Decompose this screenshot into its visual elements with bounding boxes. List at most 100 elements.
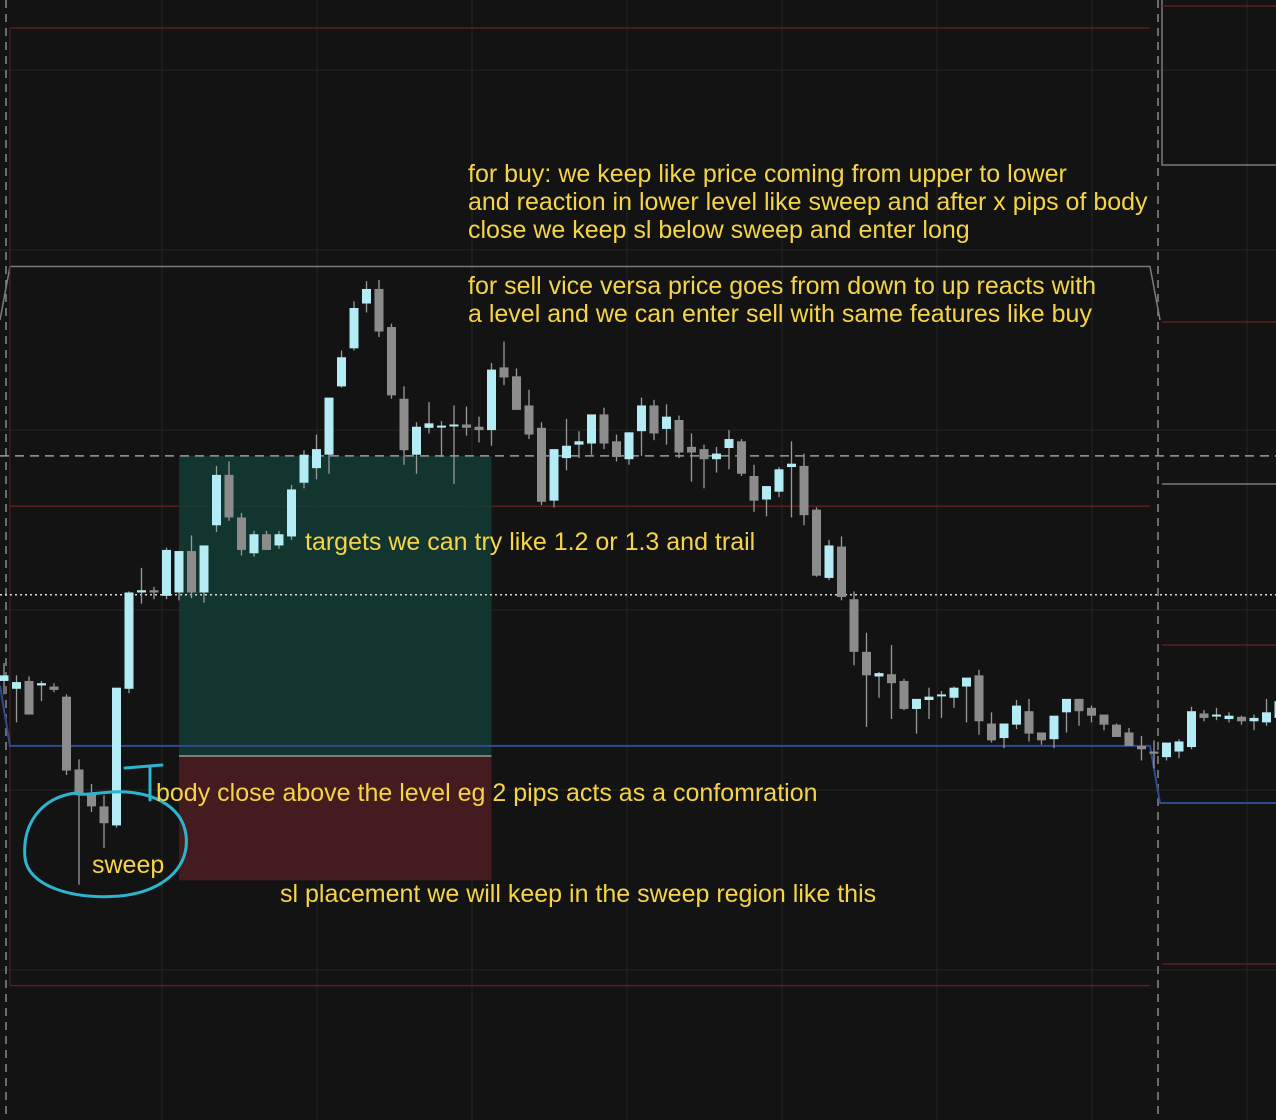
bearish-candle-body [474,426,484,431]
bearish-candle-body [687,446,696,453]
candle [512,368,521,410]
candle [962,677,971,723]
candle [1262,698,1271,726]
bullish-candle-body [1187,711,1196,748]
candle [574,431,584,459]
stop-loss-zone [179,756,492,881]
bullish-candle-body [562,445,571,459]
bullish-candle-body [912,698,921,709]
candle [274,530,284,549]
candle [62,694,71,776]
bearish-candle-body [862,651,871,676]
bullish-candle-body [299,454,309,483]
candle [1012,700,1021,730]
candle [862,632,871,727]
bullish-candle-body [449,424,459,427]
bearish-candle-body [499,367,509,378]
bullish-candle-body [1262,712,1271,723]
candle [0,663,9,695]
candle [1087,705,1096,723]
candle [887,645,896,720]
bullish-candle-body [37,683,46,686]
candle [1224,712,1234,723]
candle [37,680,46,702]
candle [12,675,21,723]
candle [899,678,909,711]
candle [549,449,559,508]
bearish-candle-body [524,405,534,435]
candle [462,406,471,436]
candle [774,467,784,498]
candle [124,591,134,694]
bullish-candle-body [1062,698,1071,713]
bearish-candle-body [1124,732,1134,746]
bearish-candle-body [674,420,684,453]
bullish-candle-body [112,687,121,826]
candle [987,712,996,743]
bearish-candle-body [837,546,846,597]
bullish-candle-body [574,441,584,445]
candle [437,421,446,457]
candles [0,280,1276,885]
bullish-candle-body [1012,705,1021,725]
sl-placement-note: sl placement we will keep in the sweep r… [280,880,877,908]
candle [1024,698,1034,742]
position-tool[interactable] [179,455,492,881]
bullish-candle-body [424,423,434,428]
bearish-candle-body [1087,707,1096,716]
sweep-circle-marker [23,790,188,899]
bearish-candle-body [224,474,234,518]
candle [599,407,609,450]
candle [749,464,759,512]
bullish-candle-body [962,677,971,687]
bearish-candle-body [537,427,546,502]
candle [849,591,859,666]
candle [524,389,534,440]
candle [1187,706,1196,750]
candle [74,759,84,885]
candle [1237,715,1246,725]
bullish-candle-body [412,426,421,455]
sweep-level-line [0,685,1276,805]
bearish-candle-body [1037,732,1046,741]
bullish-candle-body [1249,717,1259,722]
bearish-candle-body [1112,724,1121,737]
candle [587,414,596,455]
bearish-candle-body [737,441,746,474]
candle [1037,732,1046,745]
bullish-candle-body [162,549,171,596]
candle [762,486,771,517]
bullish-candle-body [174,551,184,593]
bullish-candle-body [137,590,146,593]
candle [812,507,821,577]
candle [674,415,684,459]
bullish-candle-body [212,474,221,526]
bearish-candle-body [612,441,621,457]
candle [24,676,34,715]
bearish-candle-body [987,723,996,741]
candle [112,687,121,828]
candle [687,433,696,482]
bearish-candle-body [649,405,659,434]
bearish-candle-body [237,517,246,550]
candle [912,698,921,734]
candle [312,434,321,480]
bullish-candle-body [487,369,496,431]
candle [49,683,59,693]
bullish-candle-body [437,425,446,428]
candle [1049,715,1059,749]
candle [324,397,334,474]
candle [162,547,171,600]
candle [137,567,146,604]
candle [787,441,796,518]
candle [1099,714,1109,731]
horizontal-levels[interactable] [0,455,1276,805]
candle [424,402,434,434]
candle [949,686,959,708]
bearish-candle-body [512,376,521,410]
sell-rule-note: for sell vice versa price goes from down… [468,272,1097,328]
bullish-candle-body [874,673,884,677]
candle [224,461,234,521]
targets-note: targets we can try like 1.2 or 1.3 and t… [305,528,756,556]
